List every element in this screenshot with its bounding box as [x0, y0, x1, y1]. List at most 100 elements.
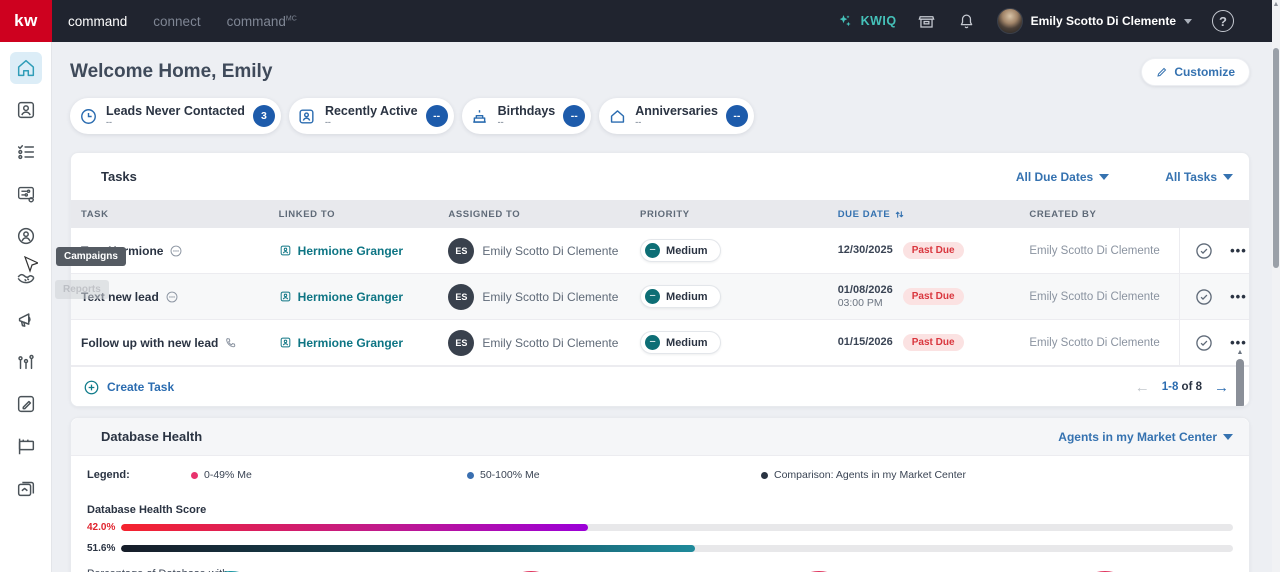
- handshake-icon: [17, 273, 34, 284]
- checklist-icon: [17, 145, 34, 160]
- card-sub: --: [635, 117, 642, 127]
- page-scrollbar-thumb[interactable]: [1273, 48, 1279, 268]
- dark-dot-icon: [761, 471, 768, 479]
- legend-item-me-low: 0-49% Me: [191, 469, 381, 481]
- scroll-up-arrow[interactable]: ▲: [1236, 349, 1244, 356]
- due-dates-filter[interactable]: All Due Dates: [1015, 169, 1110, 184]
- sidebar-item-opportunities[interactable]: [10, 262, 42, 294]
- pencil-square-icon: [17, 395, 34, 413]
- marketplace-icon[interactable]: [917, 11, 937, 31]
- task-type-filter[interactable]: All Tasks: [1165, 170, 1233, 184]
- megaphone-icon: [18, 313, 31, 327]
- bar-value-label: 42.0%: [87, 522, 116, 533]
- card-recently-active[interactable]: Recently Active -- --: [288, 98, 454, 134]
- due-date-cell: 12/30/2025 Past Due: [838, 242, 1030, 259]
- kw-logo-text: kw: [14, 11, 38, 30]
- task-label: Follow up with new lead: [81, 335, 219, 350]
- legend-item-label: 50-100% Me: [480, 469, 540, 481]
- sidebar-item-home[interactable]: [9, 52, 42, 84]
- card-anniversaries[interactable]: Anniversaries -- --: [599, 98, 754, 134]
- kw-logo[interactable]: kw: [0, 0, 52, 42]
- nav-command-label: command: [68, 13, 128, 29]
- sidebar-item-reports[interactable]: [10, 346, 42, 378]
- next-page-arrow[interactable]: →: [1214, 378, 1229, 396]
- chat-icon: [169, 244, 183, 258]
- task-cell: Text new lead: [81, 290, 279, 304]
- page-header: Welcome Home, Emily Customize: [70, 54, 1250, 90]
- complete-task-button[interactable]: [1194, 241, 1214, 261]
- table-scrollbar-thumb[interactable]: [1236, 359, 1244, 406]
- due-time: 03:00 PM: [837, 297, 883, 309]
- tasks-title: Tasks: [101, 169, 137, 184]
- column-priority: PRIORITY: [640, 208, 690, 220]
- tasks-header: Tasks All Due Dates All Tasks: [71, 153, 1249, 200]
- column-due-date[interactable]: DUE DATE: [838, 209, 1030, 220]
- market-center-scope-filter[interactable]: Agents in my Market Center: [1058, 430, 1233, 444]
- notifications-bell-icon[interactable]: [957, 11, 977, 31]
- due-dates-filter-label: All Due Dates: [1015, 169, 1094, 184]
- bar-chart-icon: [17, 354, 34, 370]
- help-button[interactable]: ?: [1212, 10, 1234, 32]
- previous-page-arrow[interactable]: ←: [1134, 378, 1150, 396]
- sidebar-item-designs[interactable]: [10, 388, 42, 420]
- sort-icon: [896, 210, 904, 218]
- row-menu-button[interactable]: •••: [1230, 243, 1247, 258]
- medium-priority-icon: −: [645, 335, 661, 350]
- customize-button[interactable]: Customize: [1141, 58, 1250, 86]
- person-circle-icon: [17, 227, 34, 245]
- create-task-button[interactable]: Create Task: [83, 379, 174, 396]
- linked-contact-link[interactable]: Hermione Granger: [279, 290, 449, 304]
- card-birthdays[interactable]: Birthdays -- --: [461, 98, 592, 134]
- card-sub: --: [497, 117, 504, 127]
- linked-contact-link[interactable]: Hermione Granger: [279, 336, 449, 350]
- nav-item-command-mc[interactable]: commandMC: [227, 14, 297, 29]
- scope-filter-label: Agents in my Market Center: [1058, 429, 1217, 444]
- blue-dot-icon: [467, 471, 474, 479]
- kwiq-button[interactable]: KWIQ: [835, 11, 897, 31]
- sidebar-item-campaigns[interactable]: [10, 304, 42, 336]
- sidebar: [0, 42, 52, 572]
- signpost-icon: [18, 438, 34, 455]
- sidebar-item-listings[interactable]: [10, 472, 42, 504]
- scroll-up-arrow[interactable]: ▲: [1272, 1, 1280, 8]
- bar-track: [121, 545, 1233, 552]
- pencil-icon: [1157, 67, 1167, 77]
- tasks-filters: All Due Dates All Tasks: [1016, 170, 1233, 184]
- tasks-table-header: TASK LINKED TO ASSIGNED TO PRIORITY DUE …: [71, 200, 1249, 228]
- sidebar-item-contacts[interactable]: [10, 94, 42, 126]
- card-text: Leads Never Contacted --: [106, 105, 245, 127]
- sidebar-item-smartplans[interactable]: [10, 178, 42, 210]
- bar-fill-comparison: [121, 545, 695, 552]
- customize-label: Customize: [1174, 65, 1235, 79]
- card-leads-never-contacted[interactable]: Leads Never Contacted -- 3: [70, 98, 281, 134]
- row-menu-button[interactable]: •••: [1230, 335, 1247, 350]
- complete-task-button[interactable]: [1194, 287, 1214, 307]
- campaigns-tooltip: Campaigns: [56, 247, 126, 266]
- past-due-badge: Past Due: [902, 288, 964, 305]
- due-date-cell: 01/08/2026 03:00 PM Past Due: [838, 284, 1030, 309]
- check-circle-icon: [1196, 288, 1212, 305]
- card-label: Leads Never Contacted: [106, 104, 245, 118]
- table-row: Text Hermione Hermione Granger ES Emily …: [71, 227, 1249, 274]
- row-actions: •••: [1179, 227, 1249, 274]
- row-menu-button[interactable]: •••: [1230, 289, 1247, 304]
- task-type-filter-label: All Tasks: [1165, 169, 1217, 184]
- pagination-total: of 8: [1181, 381, 1202, 393]
- assigned-name: Emily Scotto Di Clemente: [482, 335, 619, 350]
- bar-track: [121, 524, 1233, 531]
- task-cell: Follow up with new lead: [81, 336, 279, 350]
- linked-cell: Hermione Granger: [279, 336, 449, 350]
- sidebar-item-leads[interactable]: [10, 220, 42, 252]
- initials-avatar: ES: [448, 283, 475, 310]
- complete-task-button[interactable]: [1194, 333, 1214, 353]
- linked-contact-link[interactable]: Hermione Granger: [279, 244, 449, 258]
- score-title: Database Health Score: [87, 504, 207, 516]
- user-menu[interactable]: Emily Scotto Di Clemente: [996, 8, 1192, 34]
- nav-item-command[interactable]: command: [68, 14, 127, 29]
- table-scrollbar: ▲ ▼: [1236, 349, 1244, 406]
- nav-item-connect[interactable]: connect: [153, 14, 200, 29]
- sidebar-item-sites[interactable]: [10, 430, 42, 462]
- sidebar-item-tasks[interactable]: [10, 136, 42, 168]
- mouse-cursor: [23, 255, 40, 279]
- count-badge: --: [425, 105, 448, 127]
